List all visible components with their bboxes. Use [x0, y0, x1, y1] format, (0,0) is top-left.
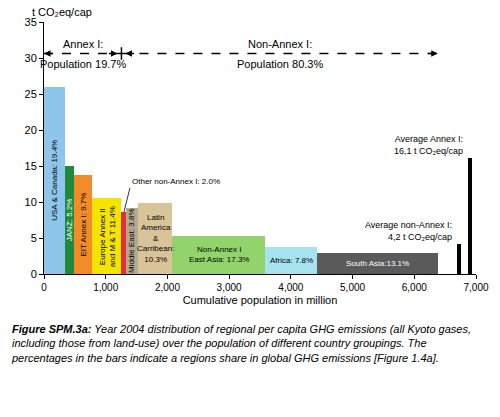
- svg-text:JANZ: 5.2%: JANZ: 5.2%: [65, 199, 74, 242]
- svg-text:t CO₂eq/cap: t CO₂eq/cap: [32, 6, 92, 18]
- svg-text:10: 10: [25, 196, 37, 208]
- svg-text:Middle East: 3.8%: Middle East: 3.8%: [127, 208, 136, 272]
- svg-text:Average Annex I:16,1 t CO₂eq/c: Average Annex I:16,1 t CO₂eq/cap: [394, 134, 463, 156]
- svg-text:South Asia:13.1%: South Asia:13.1%: [346, 259, 409, 268]
- svg-text:EIT Annex I: 9.7%: EIT Annex I: 9.7%: [79, 193, 88, 257]
- svg-text:30: 30: [25, 52, 37, 64]
- svg-text:5: 5: [31, 232, 37, 244]
- svg-text:6,000: 6,000: [402, 282, 427, 293]
- svg-text:Non-Annex IEast Asia: 17.3%: Non-Annex IEast Asia: 17.3%: [189, 245, 249, 264]
- svg-text:0: 0: [41, 282, 47, 293]
- html-text:Figure SPM.3a: Year 2004 distr: Figure SPM.3a: Year 2004 distribution of…: [12, 323, 471, 364]
- svg-text:Non-Annex I:: Non-Annex I:: [248, 38, 312, 50]
- svg-text:20: 20: [25, 124, 37, 136]
- svg-text:7,000: 7,000: [463, 282, 488, 293]
- svg-text:15: 15: [25, 160, 37, 172]
- svg-text:35: 35: [25, 16, 37, 28]
- svg-text:25: 25: [25, 88, 37, 100]
- svg-text:Europe Annex IIand M & T 11.4%: Europe Annex IIand M & T 11.4%: [98, 206, 117, 267]
- svg-text:3,000: 3,000: [217, 282, 242, 293]
- svg-text:1,000: 1,000: [93, 282, 118, 293]
- svg-text:Africa: 7.8%: Africa: 7.8%: [270, 256, 313, 265]
- svg-text:Population 80.3%: Population 80.3%: [237, 58, 323, 70]
- svg-text:4,000: 4,000: [278, 282, 303, 293]
- svg-text:Population 19.7%: Population 19.7%: [40, 58, 126, 70]
- svg-text:USA & Canada: 19.4%: USA & Canada: 19.4%: [50, 140, 59, 221]
- svg-text:0: 0: [31, 268, 37, 280]
- svg-text:5,000: 5,000: [340, 282, 365, 293]
- svg-text:Other non-Annex I: 2.0%: Other non-Annex I: 2.0%: [132, 177, 220, 186]
- svg-text:Average non-Annex I:4,2 t CO₂e: Average non-Annex I:4,2 t CO₂eq/cap: [365, 220, 452, 242]
- svg-text:Annex I:: Annex I:: [63, 38, 103, 50]
- svg-text:2,000: 2,000: [155, 282, 180, 293]
- svg-text:Cumulative population in milli: Cumulative population in million: [183, 294, 338, 306]
- svg-text:LatinAmerica&Carribean:10.3%: LatinAmerica&Carribean:10.3%: [137, 213, 174, 264]
